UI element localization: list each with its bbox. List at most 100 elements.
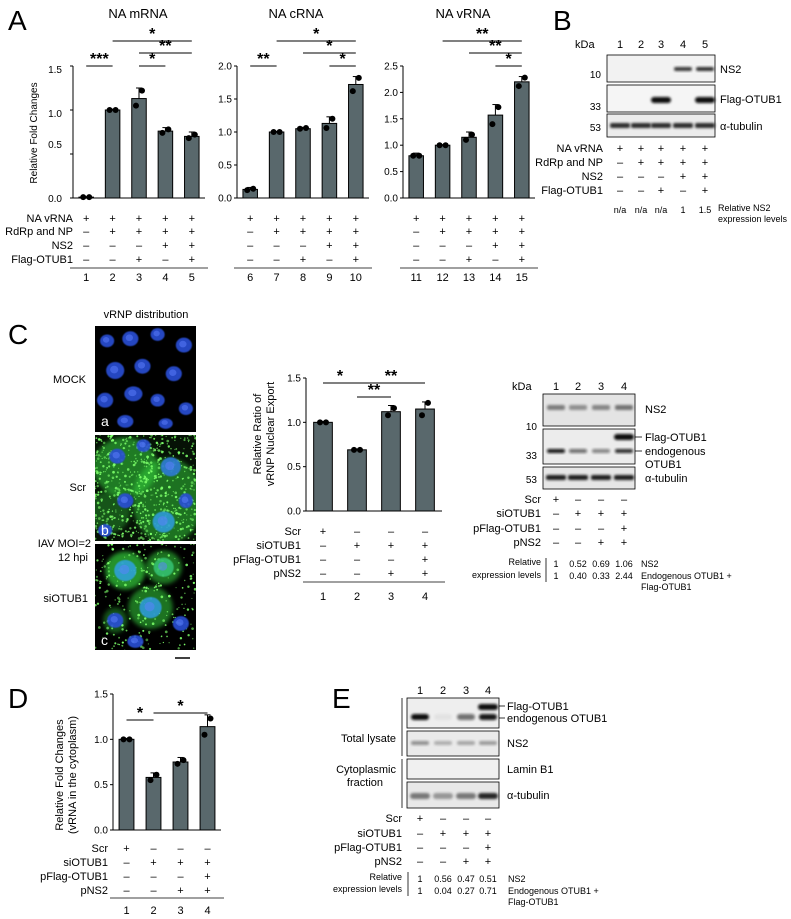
- vrnp-dot: [118, 643, 121, 646]
- lane-number: 3: [177, 905, 183, 917]
- vrnp-dot: [136, 555, 139, 558]
- condition-mark: –: [320, 540, 327, 552]
- vrnp-dot: [163, 474, 165, 476]
- condition-row-label: pNS2: [513, 537, 541, 549]
- vrnp-dot: [136, 435, 139, 438]
- lane-number: 1: [123, 905, 129, 917]
- vrnp-dot: [102, 441, 106, 445]
- vrnp-dot: [187, 585, 190, 589]
- bar: [104, 109, 121, 199]
- y-tick-label: 1.0: [287, 418, 301, 429]
- condition-mark: +: [326, 240, 332, 252]
- condition-row-label: Scr: [386, 813, 403, 825]
- vrnp-dot: [145, 460, 148, 462]
- vrnp-dot: [122, 487, 125, 490]
- levels-head: expression levels: [333, 884, 403, 894]
- levels-label: Endogenous OTUB1 +: [508, 886, 599, 896]
- vrnp-dot: [97, 517, 101, 520]
- vrnp-dot: [125, 520, 128, 523]
- vrnp-dot: [192, 538, 195, 541]
- vrnp-dot: [137, 471, 139, 473]
- vrnp-dot: [194, 435, 196, 437]
- vrnp-dot: [188, 441, 190, 443]
- vrnp-dot: [156, 495, 158, 498]
- blot-label: Flag-OTUB1: [645, 432, 707, 444]
- vrnp-dot: [187, 439, 190, 442]
- vrnp-dot: [163, 508, 167, 512]
- lane-number: 6: [247, 272, 253, 284]
- vrnp-dot: [142, 461, 146, 464]
- y-tick-label: 0.0: [384, 194, 398, 205]
- vrnp-dot: [107, 474, 110, 477]
- bar: [172, 761, 189, 831]
- vrnp-dot: [104, 471, 106, 473]
- level-value: 0.51: [479, 874, 497, 884]
- vrnp-dot: [166, 635, 168, 638]
- bar: [487, 114, 504, 199]
- level-value: n/a: [655, 205, 668, 215]
- condition-mark: +: [702, 143, 708, 155]
- vrnp-dot: [182, 630, 184, 633]
- blot-label: Flag-OTUB1: [720, 94, 782, 106]
- vrnp-dot: [158, 463, 161, 466]
- vrnp-dot: [113, 494, 116, 497]
- nucleus-highlight: [169, 369, 177, 377]
- bar: [295, 128, 311, 199]
- vrnp-dot: [157, 458, 161, 461]
- vrnp-dot: [111, 476, 115, 480]
- condition-mark: +: [617, 143, 623, 155]
- vrnp-dot: [95, 527, 98, 530]
- vrnp-dot: [143, 527, 146, 530]
- condition-mark: +: [485, 856, 491, 868]
- vrnp-dot: [110, 435, 113, 438]
- vrnp-dot: [132, 463, 136, 467]
- vrnp-dot: [158, 503, 161, 506]
- band: [433, 793, 453, 799]
- vrnp-dot: [174, 439, 176, 442]
- lane-number: 2: [440, 685, 446, 697]
- condition-mark: +: [150, 857, 156, 869]
- vrnp-dot: [100, 471, 103, 474]
- condition-mark: –: [177, 843, 184, 855]
- levels-label: Flag-OTUB1: [641, 582, 692, 592]
- condition-mark: +: [273, 213, 279, 225]
- vrnp-dot: [179, 527, 183, 531]
- y-tick-label: 0.5: [287, 462, 301, 473]
- vrnp-dot: [116, 580, 119, 582]
- vrnp-dot: [159, 457, 162, 460]
- lane-number: 1: [417, 685, 423, 697]
- significance-label: *: [177, 698, 184, 715]
- condition-mark: –: [466, 240, 473, 252]
- nucleus-highlight: [144, 601, 155, 612]
- nucleus-highlight: [112, 451, 120, 459]
- micrograph-row-label: Scr: [70, 482, 87, 494]
- condition-row-label: Scr: [525, 494, 542, 506]
- levels-label: Relative NS2: [718, 203, 771, 213]
- vrnp-dot: [112, 435, 114, 436]
- vrnp-dot: [117, 643, 119, 645]
- vrnp-dot: [105, 480, 108, 483]
- data-point: [207, 715, 214, 722]
- vrnp-dot: [174, 491, 178, 495]
- lane-number: 1: [320, 591, 326, 603]
- vrnp-dot: [99, 471, 101, 474]
- panel-label-e: E: [332, 683, 351, 714]
- vrnp-dot: [95, 594, 96, 597]
- condition-mark: –: [417, 842, 424, 854]
- vrnp-dot: [116, 487, 120, 491]
- nucleus-highlight: [137, 361, 146, 369]
- panel-c-ylabel: Relative Ratio of: [252, 393, 264, 475]
- nucleus-highlight: [139, 441, 146, 448]
- condition-mark: +: [177, 857, 183, 869]
- vrnp-dot: [174, 510, 176, 512]
- vrnp-dot: [194, 457, 196, 460]
- vrnp-dot: [186, 514, 188, 516]
- marker-33: 33: [590, 102, 602, 113]
- vrnp-dot: [139, 512, 142, 515]
- vrnp-dot: [159, 540, 161, 541]
- vrnp-dot: [97, 626, 101, 629]
- condition-row-label: pNS2: [273, 568, 301, 580]
- vrnp-dot: [187, 525, 190, 528]
- blot-label: NS2: [507, 738, 528, 750]
- vrnp-dot: [142, 511, 144, 513]
